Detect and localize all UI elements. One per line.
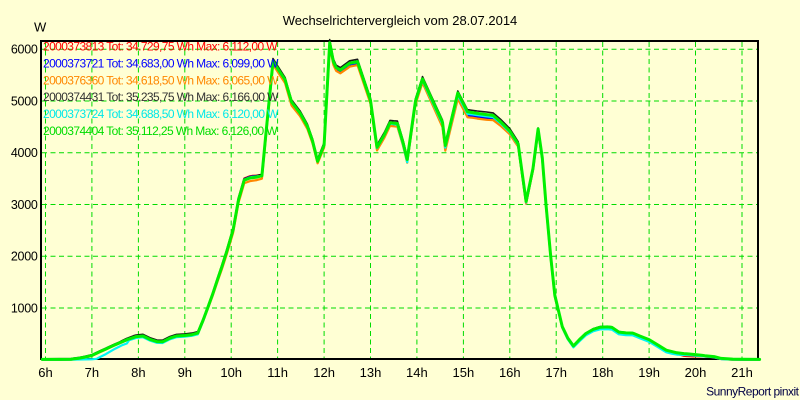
svg-text:2000374404 Tot: 35.112,25 Wh M: 2000374404 Tot: 35.112,25 Wh Max: 6.126,…	[43, 124, 278, 138]
svg-text:6h: 6h	[38, 365, 52, 380]
svg-text:15h: 15h	[453, 365, 475, 380]
svg-text:9h: 9h	[178, 365, 192, 380]
svg-text:16h: 16h	[499, 365, 521, 380]
svg-text:10h: 10h	[220, 365, 242, 380]
svg-text:21h: 21h	[731, 365, 753, 380]
svg-text:20h: 20h	[685, 365, 707, 380]
svg-text:2000373813 Tot: 34.729,75 Wh M: 2000373813 Tot: 34.729,75 Wh Max: 6.112,…	[43, 40, 278, 54]
svg-text:18h: 18h	[592, 365, 614, 380]
svg-text:2000376360 Tot: 34.618,50 Wh M: 2000376360 Tot: 34.618,50 Wh Max: 6.065,…	[43, 73, 279, 87]
svg-text:11h: 11h	[267, 365, 288, 380]
svg-text:Wechselrichtervergleich vom 28: Wechselrichtervergleich vom 28.07.2014	[283, 13, 518, 28]
svg-text:19h: 19h	[638, 365, 660, 380]
svg-text:3000: 3000	[11, 198, 38, 212]
svg-text:2000374431 Tot: 35.235,75 Wh M: 2000374431 Tot: 35.235,75 Wh Max: 6.166,…	[43, 90, 279, 104]
svg-text:2000: 2000	[11, 250, 38, 264]
svg-text:SunnyReport pinxit: SunnyReport pinxit	[706, 384, 800, 398]
svg-text:8h: 8h	[131, 365, 145, 380]
svg-text:2000373724 Tot: 34.688,50 Wh M: 2000373724 Tot: 34.688,50 Wh Max: 6.120,…	[43, 107, 279, 121]
svg-text:6000: 6000	[11, 43, 38, 57]
svg-text:12h: 12h	[313, 365, 335, 380]
svg-text:17h: 17h	[545, 365, 567, 380]
svg-text:5000: 5000	[11, 94, 38, 108]
svg-text:2000373721 Tot: 34.683,00 Wh M: 2000373721 Tot: 34.683,00 Wh Max: 6.099,…	[43, 56, 279, 70]
svg-text:1000: 1000	[11, 301, 38, 315]
svg-text:14h: 14h	[406, 365, 428, 380]
svg-text:4000: 4000	[11, 146, 38, 160]
svg-text:W: W	[34, 20, 47, 35]
svg-text:7h: 7h	[85, 365, 99, 380]
svg-text:13h: 13h	[360, 365, 382, 380]
